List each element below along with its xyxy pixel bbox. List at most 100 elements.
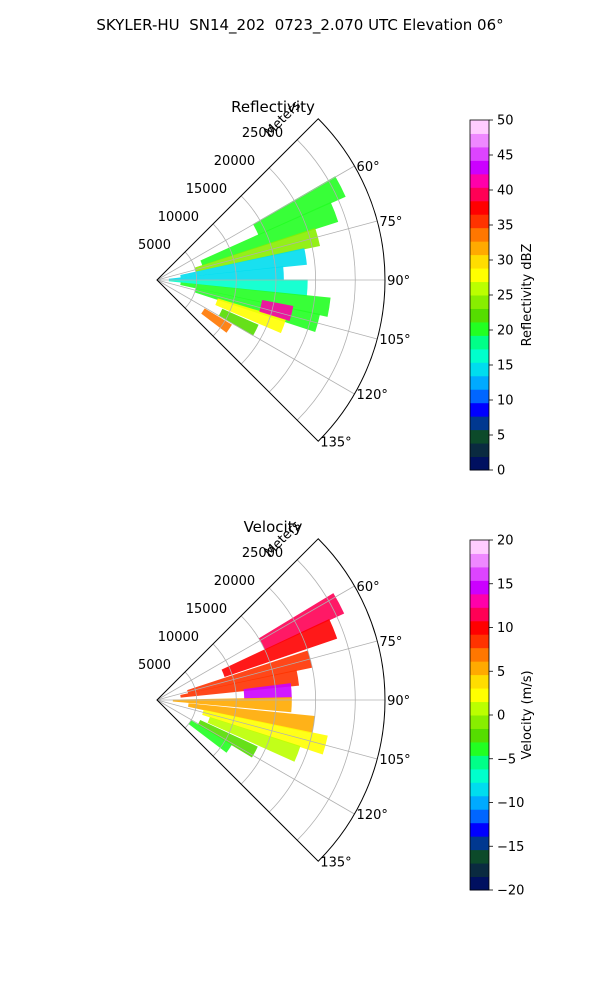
chart1-echo-6 (188, 703, 315, 734)
chart1-colorbar-swatch-14 (470, 688, 489, 703)
chart0-colorbar-tick-label-3: 15 (497, 359, 514, 374)
chart0-range-tick-label-1: 10000 (158, 210, 199, 225)
chart1-azimuth-tick-label-5: 135° (320, 855, 351, 870)
chart1-azimuth-spoke-4 (156, 699, 355, 815)
chart1-azimuth-spoke-1 (156, 640, 378, 701)
chart1-colorbar-swatch-0 (470, 876, 489, 891)
chart1-colorbar-tick-label-7: 15 (497, 577, 514, 592)
chart1-colorbar-swatch-6 (470, 795, 489, 810)
chart0-echo-6 (180, 282, 331, 317)
chart0-colorbar-swatch-15 (470, 254, 489, 269)
chart1-azimuth-tick-label-4: 120° (357, 808, 388, 823)
chart1-colorbar-swatch-24 (470, 553, 489, 568)
chart0-echo-9 (218, 308, 259, 336)
chart0-colorbar-label: Reflectivity dBZ (520, 244, 535, 347)
chart1-range-tick-label-2: 15000 (186, 602, 227, 617)
chart1-azimuth-spoke-3 (156, 699, 378, 760)
chart0-colorbar-swatch-16 (470, 241, 489, 256)
chart1-range-tick-label-4: 25000 (242, 546, 283, 561)
chart1-echo-5 (172, 697, 292, 713)
chart1-colorbar-swatch-13 (470, 701, 489, 716)
chart1-colorbar-swatch-8 (470, 768, 489, 783)
chart1-range-tick-label-1: 10000 (158, 630, 199, 645)
chart0-azimuth-tick-label-4: 120° (357, 388, 388, 403)
chart1-colorbar-swatch-22 (470, 580, 489, 595)
chart1-colorbar-tick-label-8: 20 (497, 534, 514, 549)
chart0-echo-3 (180, 248, 307, 278)
chart0-echo-7 (194, 288, 321, 333)
chart0-colorbar-swatch-10 (470, 321, 489, 336)
chart0-colorbar-swatch-19 (470, 200, 489, 215)
chart0-colorbar-tick-label-9: 45 (497, 149, 514, 164)
chart0-colorbar-swatch-12 (470, 295, 489, 309)
chart0-colorbar-swatch-8 (470, 348, 489, 363)
chart1-range-tick-label-3: 20000 (214, 574, 255, 589)
chart1-range-tick-label-0: 5000 (138, 658, 171, 673)
chart1-colorbar-tick-label-1: −15 (497, 840, 524, 855)
chart0-colorbar-tick-label-2: 10 (497, 394, 514, 409)
chart1-echo-0 (258, 593, 345, 651)
chart1-colorbar-swatch-11 (470, 728, 489, 743)
chart1-azimuth-tick-label-3: 105° (379, 753, 410, 768)
chart1-colorbar-tick-label-5: 5 (497, 665, 505, 680)
chart0-range-tick-label-4: 25000 (242, 126, 283, 141)
chart0-colorbar-swatch-4 (470, 402, 489, 417)
chart1-echo-2 (187, 650, 313, 694)
chart0-azimuth-spoke-3 (156, 279, 378, 340)
chart1-colorbar-swatch-18 (470, 634, 489, 649)
chart0-echo-10 (259, 300, 294, 322)
chart0-colorbar-tick-label-1: 5 (497, 429, 505, 444)
chart0-azimuth-spoke-4 (156, 279, 355, 395)
chart0-title: Reflectivity (231, 98, 315, 116)
chart0-colorbar-swatch-23 (470, 146, 489, 161)
chart1-colorbar-swatch-7 (470, 782, 489, 797)
chart1-azimuth-tick-label-0: 60° (357, 580, 380, 595)
chart1-echo-4 (243, 683, 292, 699)
chart0-colorbar-swatch-13 (470, 281, 489, 296)
chart1-colorbar-swatch-17 (470, 647, 489, 662)
chart1-colorbar-swatch-23 (470, 566, 489, 581)
chart1-azimuth-tick-label-2: 90° (387, 694, 410, 709)
chart1-echo-10 (188, 720, 232, 753)
chart1-echo-9 (197, 719, 258, 758)
chart0-colorbar-swatch-2 (470, 429, 489, 444)
chart0-azimuth-tick-label-3: 105° (379, 333, 410, 348)
chart0-colorbar-swatch-22 (470, 160, 489, 175)
chart1-colorbar-tick-label-0: −20 (497, 884, 524, 899)
chart0-colorbar-tick-label-0: 0 (497, 464, 505, 479)
chart0-sector-frame (156, 118, 386, 442)
chart0-azimuth-spoke-0 (156, 165, 355, 281)
chart1-colorbar-swatch-3 (470, 836, 489, 851)
chart0-colorbar-swatch-6 (470, 375, 489, 390)
chart1-colorbar-tick-label-4: 0 (497, 709, 505, 724)
chart1-colorbar-swatch-15 (470, 674, 489, 689)
chart0-colorbar-swatch-11 (470, 308, 489, 323)
chart0-range-tick-label-2: 15000 (186, 182, 227, 197)
chart0-colorbar-swatch-18 (470, 214, 489, 229)
chart0-colorbar-tick-label-10: 50 (497, 114, 514, 129)
chart0-colorbar-swatch-1 (470, 443, 489, 458)
chart1-title: Velocity (244, 518, 303, 536)
chart1-colorbar-swatch-12 (470, 715, 489, 729)
chart1-colorbar-tick-label-3: −5 (497, 752, 516, 767)
chart0-colorbar-swatch-21 (470, 173, 489, 188)
chart0-colorbar-tick-label-5: 25 (497, 289, 514, 304)
chart1-colorbar-label: Velocity (m/s) (520, 670, 535, 759)
chart0-colorbar-swatch-5 (470, 389, 489, 404)
chart1-colorbar-swatch-16 (470, 661, 489, 676)
chart1-colorbar-swatch-5 (470, 809, 489, 824)
chart1-echo-1 (221, 618, 338, 677)
chart0-echo-1 (200, 201, 339, 266)
chart0-echo-11 (201, 308, 232, 333)
chart0-echo-8 (215, 298, 287, 334)
chart0-colorbar-tick-label-6: 30 (497, 254, 514, 269)
chart0-azimuth-tick-label-0: 60° (357, 160, 380, 175)
chart0-colorbar-swatch-9 (470, 335, 489, 350)
chart1-colorbar-swatch-1 (470, 863, 489, 878)
chart1-colorbar-swatch-19 (470, 620, 489, 635)
chart0-colorbar-swatch-17 (470, 227, 489, 242)
chart0-colorbar-swatch-0 (470, 456, 489, 471)
chart0-azimuth-tick-label-2: 90° (387, 274, 410, 289)
chart1-sector-frame (156, 538, 386, 862)
chart1-colorbar-tick-label-6: 10 (497, 621, 514, 636)
